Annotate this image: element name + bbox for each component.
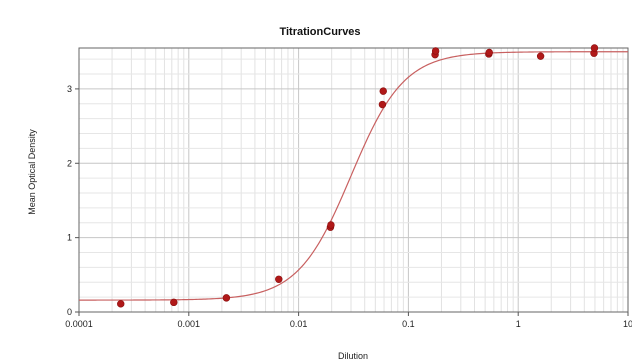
x-tick-label: 0.1 <box>402 319 415 329</box>
x-tick-label: 1 <box>516 319 521 329</box>
x-tick-label: 0.001 <box>178 319 201 329</box>
data-point <box>117 300 125 308</box>
plot-area <box>78 47 629 313</box>
data-series <box>79 44 628 308</box>
axis-ticks: 0.0001 0.001 0.01 0.1 1 10 0 1 2 3 <box>65 84 632 329</box>
data-point <box>170 298 178 307</box>
fit-curve <box>79 51 628 301</box>
x-axis-label: Dilution <box>338 351 368 361</box>
data-point <box>275 275 283 283</box>
x-tick-label: 0.01 <box>290 319 308 329</box>
data-point <box>379 87 387 95</box>
x-tick-label: 0.0001 <box>65 319 93 329</box>
data-point <box>590 44 599 52</box>
data-point <box>485 48 493 57</box>
data-point <box>431 47 440 55</box>
y-tick-label: 3 <box>67 84 72 94</box>
data-point <box>378 100 387 109</box>
chart-title: TitrationCurves <box>279 26 360 38</box>
data-point <box>327 221 335 229</box>
data-point <box>222 294 231 302</box>
grid-lines <box>79 48 628 312</box>
y-axis-label: Mean Optical Density <box>27 129 37 215</box>
y-tick-label: 1 <box>67 233 72 243</box>
y-tick-label: 2 <box>67 158 72 168</box>
x-tick-label: 10 <box>623 319 632 329</box>
data-point <box>536 52 545 60</box>
y-tick-label: 0 <box>67 307 72 317</box>
